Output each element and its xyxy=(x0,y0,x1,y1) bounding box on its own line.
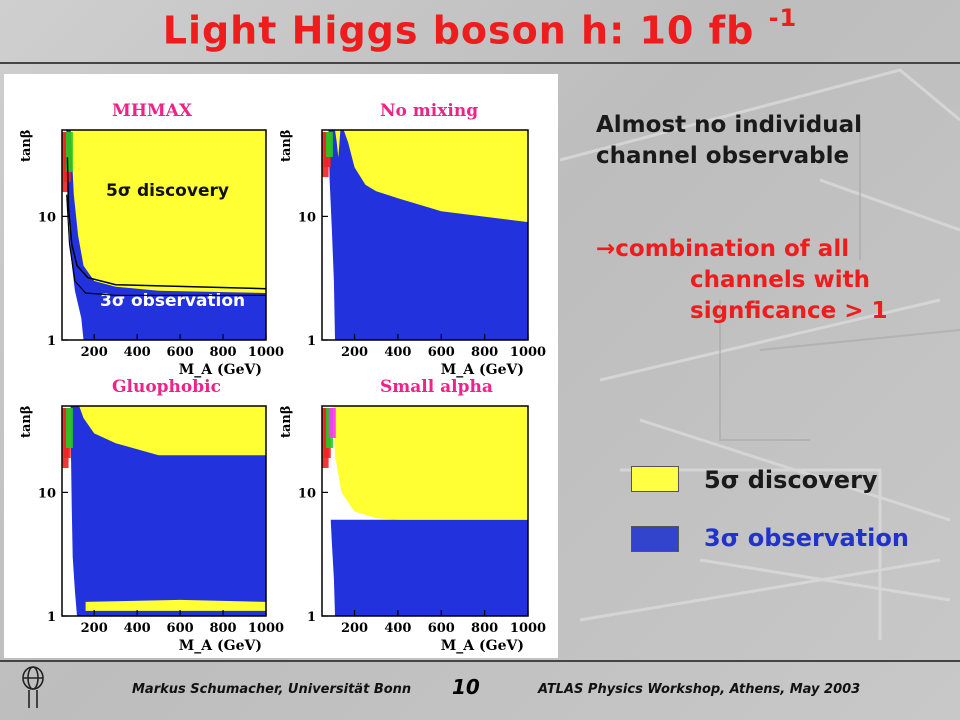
annotation-discovery: 5σ discovery xyxy=(106,181,229,201)
note1-line1: Almost no individual xyxy=(596,112,863,138)
y-tick-label-4-2: 10 xyxy=(298,486,316,501)
region-2-2 xyxy=(343,130,528,223)
arrow-icon: → xyxy=(596,236,616,262)
plot-frame-2 xyxy=(321,129,529,341)
dot-column-4-4 xyxy=(328,408,336,438)
plot-title-2: No mixing xyxy=(380,101,478,121)
region-3-2 xyxy=(79,406,266,456)
legend-observation-label: 3σ observation xyxy=(704,524,909,552)
legend-discovery-swatch-row xyxy=(631,466,679,492)
y-tick-label-1-1: 1 xyxy=(47,334,56,349)
x-tick-label-1-5: 1000 xyxy=(248,345,284,360)
note1-line2: channel observable xyxy=(596,143,850,169)
y-tick-label-2-1: 1 xyxy=(307,334,316,349)
x-tick-label-2-4: 800 xyxy=(471,345,498,360)
legend-discovery-label: 5σ discovery xyxy=(704,466,878,494)
y-axis-label-3: tanβ xyxy=(19,405,34,438)
footer-rule xyxy=(0,660,960,662)
x-tick-label-1-1: 200 xyxy=(81,345,108,360)
footer-event: ATLAS Physics Workshop, Athens, May 2003 xyxy=(538,682,861,697)
note2-line1: combination of all xyxy=(615,236,850,262)
x-tick-label-2-1: 200 xyxy=(341,345,368,360)
y-tick-label-3-1: 1 xyxy=(47,610,56,625)
x-axis-label-1: M_A (GeV) xyxy=(179,362,262,378)
note2-line3: signficance > 1 xyxy=(690,298,888,324)
annotation-observation: 3σ observation xyxy=(100,291,245,311)
dot-column-2-3 xyxy=(325,132,333,157)
x-tick-label-2-5: 1000 xyxy=(510,345,546,360)
x-axis-label-3: M_A (GeV) xyxy=(179,638,262,654)
y-axis-label-2: tanβ xyxy=(279,129,294,162)
plot-title-3: Gluophobic xyxy=(112,377,221,397)
title-rule xyxy=(0,62,960,64)
legend-discovery-swatch xyxy=(631,466,679,492)
plots-figure: MHMAX 200 400 600 800 1000 1 10 M_A (GeV) tanβ 5σ … xyxy=(19,101,546,654)
x-tick-label-4-5: 1000 xyxy=(510,621,546,636)
region-4-2 xyxy=(332,406,528,520)
x-tick-label-4-1: 200 xyxy=(341,621,368,636)
dot-column-1-3 xyxy=(65,132,73,172)
footer-author: Markus Schumacher, Universität Bonn xyxy=(132,682,412,697)
region-4-1 xyxy=(330,519,528,616)
x-tick-label-1-4: 800 xyxy=(209,345,236,360)
x-tick-label-1-3: 600 xyxy=(167,345,194,360)
x-tick-label-2-3: 600 xyxy=(428,345,455,360)
x-tick-label-4-3: 600 xyxy=(428,621,455,636)
x-tick-label-3-1: 200 xyxy=(81,621,108,636)
note-individual-channels: Almost no individual channel observable xyxy=(596,110,862,172)
x-axis-label-2: M_A (GeV) xyxy=(441,362,524,378)
region-2-3 xyxy=(335,130,341,158)
x-tick-label-3-4: 800 xyxy=(209,621,236,636)
legend-observation-swatch-row xyxy=(631,526,679,552)
x-tick-label-3-3: 600 xyxy=(167,621,194,636)
x-axis-label-4: M_A (GeV) xyxy=(441,638,524,654)
y-tick-label-2-2: 10 xyxy=(298,210,316,225)
y-tick-label-4-1: 1 xyxy=(307,610,316,625)
region-3-3 xyxy=(85,599,266,611)
slide-title: Light Higgs boson h: 10 fb -1 xyxy=(162,4,798,53)
x-tick-label-4-2: 400 xyxy=(384,621,411,636)
boundary-curve-2 xyxy=(66,194,266,296)
region-3-1 xyxy=(70,406,266,616)
x-tick-label-1-2: 400 xyxy=(124,345,151,360)
x-tick-label-3-5: 1000 xyxy=(248,621,284,636)
title-superscript: -1 xyxy=(768,4,798,32)
y-tick-label-1-2: 10 xyxy=(38,210,56,225)
plot-frame-4 xyxy=(321,405,529,617)
note2-line2: channels with xyxy=(690,267,870,293)
x-tick-label-2-2: 400 xyxy=(384,345,411,360)
region-1-3 xyxy=(62,130,82,340)
plot-title-4: Small alpha xyxy=(380,377,493,397)
x-tick-label-3-2: 400 xyxy=(124,621,151,636)
plot-title-1: MHMAX xyxy=(112,101,193,121)
region-2-4 xyxy=(322,130,334,340)
dot-column-3-3 xyxy=(65,408,73,448)
region-1-2 xyxy=(70,130,266,293)
plot-frame-1 xyxy=(61,129,267,341)
atlas-logo-icon xyxy=(22,666,44,708)
note-combination: →combination of all channels with signfi… xyxy=(596,234,888,327)
y-axis-label-4: tanβ xyxy=(279,405,294,438)
x-tick-label-4-4: 800 xyxy=(471,621,498,636)
y-axis-label-1: tanβ xyxy=(19,129,34,162)
legend-observation-swatch xyxy=(631,526,679,552)
page-number: 10 xyxy=(452,675,480,699)
y-tick-label-3-2: 10 xyxy=(38,486,56,501)
plot-frame-3 xyxy=(61,405,267,617)
boundary-curve-1 xyxy=(66,157,267,290)
